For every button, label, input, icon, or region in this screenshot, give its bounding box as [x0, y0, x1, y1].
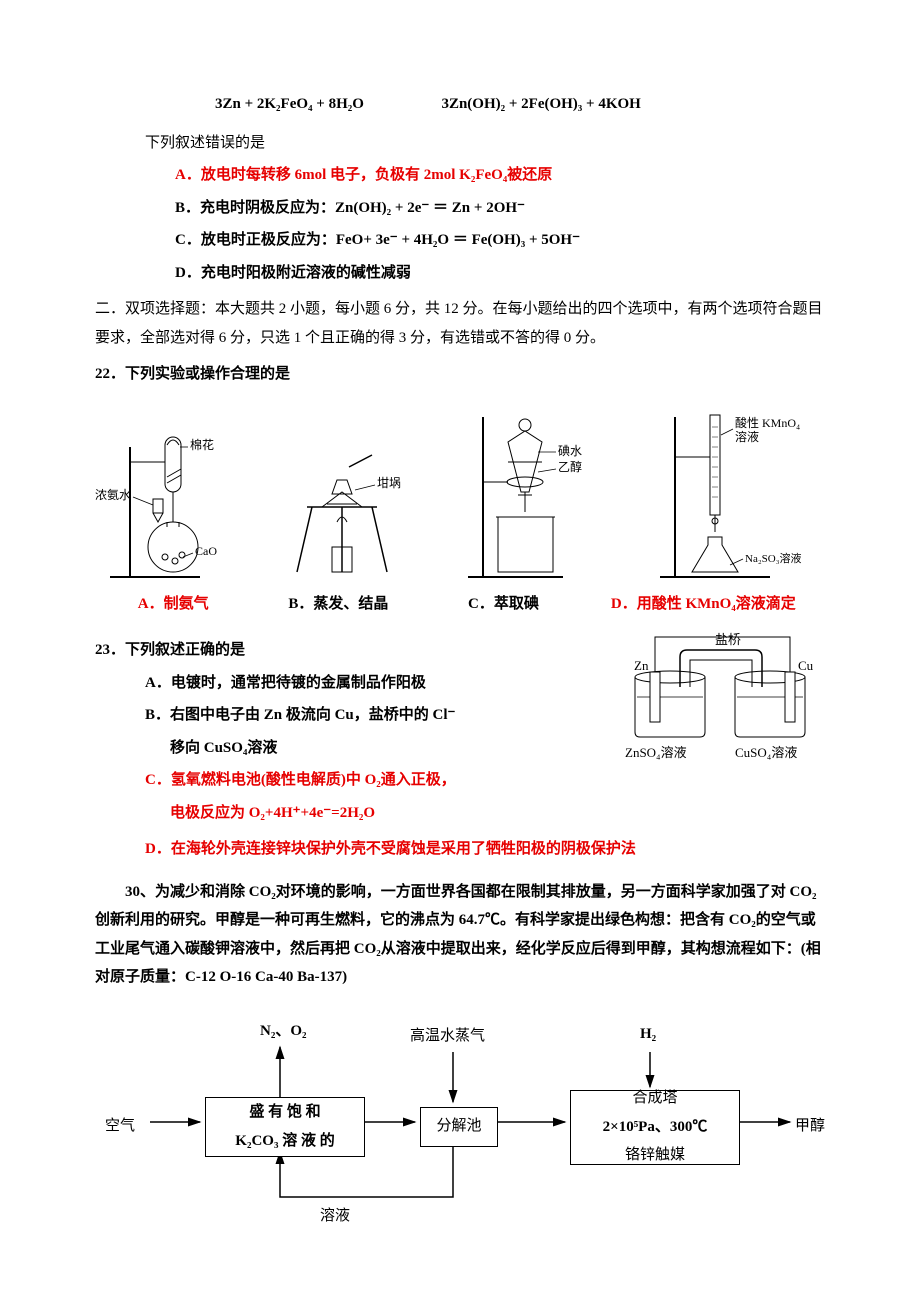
- titration-apparatus-icon: 酸性 KMnO₄ 溶液 Na₂SO₃溶液: [650, 407, 825, 582]
- flow-n2o2: N₂、O₂: [260, 1017, 307, 1046]
- label-crucible: 坩埚: [377, 476, 401, 490]
- extraction-apparatus-icon: 碘水 乙醇: [453, 407, 613, 582]
- flow-box3: 合成塔 2×10⁵Pa、300℃ 铬锌触媒: [570, 1090, 740, 1165]
- flow-steam: 高温水蒸气: [410, 1022, 485, 1051]
- q22-captions: A．制氨气 B．蒸发、结晶 C．萃取碘 D．用酸性 KMnO₄溶液滴定: [95, 590, 825, 619]
- label-ethanol: 乙醇: [558, 459, 582, 474]
- q23-b-l2: 移向 CuSO₄溶液: [95, 734, 610, 763]
- flow-box1: 盛 有 饱 和 K₂CO₃ 溶 液 的: [205, 1097, 365, 1157]
- flow-box3-l3: 铬锌触媒: [575, 1141, 735, 1170]
- flow-box3-l2: 2×10⁵Pa、300℃: [575, 1113, 735, 1142]
- flow-box3-l1: 合成塔: [575, 1084, 735, 1113]
- opt-b: B．充电时阴极反应为：Zn(OH)₂ + 2e⁻ ＝ Zn + 2OH⁻: [95, 194, 825, 223]
- label-iodine: 碘水: [558, 444, 582, 458]
- q23-block: 23．下列叙述正确的是 A．电镀时，通常把待镀的金属制品作阳极 B．右图中电子由…: [95, 632, 825, 831]
- q23-a: A．电镀时，通常把待镀的金属制品作阳极: [95, 669, 610, 698]
- label-cotton: 棉花: [190, 437, 214, 452]
- cap-c: C．萃取碘: [425, 590, 581, 619]
- opt-c: C．放电时正极反应为：FeO+ 3e⁻ + 4H₂O ＝ Fe(OH)₃ + 5…: [95, 226, 825, 255]
- galvanic-cell-icon: 盐桥 Zn Cu ZnSO₄溶液 CuSO₄溶液: [620, 632, 825, 777]
- opt-a: A．放电时每转移 6mol 电子，负极有 2mol K₂FeO₄被还原: [95, 161, 825, 190]
- label-na2so3: Na₂SO₃溶液: [745, 551, 802, 565]
- label-salt-bridge: 盐桥: [715, 632, 741, 647]
- label-cao: CaO: [195, 544, 217, 558]
- eq-rhs: 3Zn(OH)₂ + 2Fe(OH)₃ + 4KOH: [441, 96, 640, 112]
- flow-solution: 溶液: [320, 1202, 350, 1231]
- evaporation-apparatus-icon: 坩埚: [277, 452, 417, 582]
- main-equation: 3Zn + 2K₂FeO₄ + 8H₂O 3Zn(OH)₂ + 2Fe(OH)₃…: [95, 90, 825, 119]
- fig-d: 酸性 KMnO₄ 溶液 Na₂SO₃溶液: [650, 407, 825, 582]
- q30-flowchart: N₂、O₂ 高温水蒸气 H₂ 空气 甲醇 溶液 盛 有 饱 和 K₂CO₃ 溶 …: [95, 1002, 825, 1232]
- q23-prompt: 23．下列叙述正确的是: [95, 636, 610, 665]
- q22-figures: 浓氨水 棉花 CaO 坩埚: [95, 407, 825, 582]
- ammonia-apparatus-icon: 浓氨水 棉花 CaO: [95, 427, 240, 582]
- cap-b: B．蒸发、结晶: [251, 590, 425, 619]
- label-znso4: ZnSO₄溶液: [625, 745, 687, 760]
- flow-box2: 分解池: [420, 1107, 498, 1147]
- prompt-wrong: 下列叙述错误的是: [95, 129, 825, 158]
- q23-c-l2: 电极反应为 O₂+4H⁺+4e⁻=2H₂O: [95, 799, 610, 828]
- flow-box1-l1: 盛 有 饱 和: [210, 1098, 360, 1127]
- q23-b-l1: B．右图中电子由 Zn 极流向 Cu，盐桥中的 Cl⁻: [95, 701, 610, 730]
- label-cu: Cu: [798, 658, 814, 673]
- fig-a: 浓氨水 棉花 CaO: [95, 427, 240, 582]
- flow-methanol: 甲醇: [795, 1112, 825, 1141]
- fig-b: 坩埚: [277, 452, 417, 582]
- label-zn: Zn: [634, 658, 649, 673]
- q22-prompt: 22．下列实验或操作合理的是: [95, 360, 825, 389]
- eq-lhs: 3Zn + 2K₂FeO₄ + 8H₂O: [215, 96, 364, 112]
- label-kmno4-1: 酸性 KMnO₄: [735, 415, 800, 430]
- cap-d: D．用酸性 KMnO₄溶液滴定: [582, 590, 825, 619]
- q30-para: 30、为减少和消除 CO₂对环境的影响，一方面世界各国都在限制其排放量，另一方面…: [95, 878, 825, 992]
- q23-c-l1: C．氢氧燃料电池(酸性电解质)中 O₂通入正极，: [95, 766, 610, 795]
- flow-air: 空气: [105, 1112, 135, 1141]
- q23-d: D．在海轮外壳连接锌块保护外壳不受腐蚀是采用了牺牲阳极的阴极保护法: [95, 835, 825, 864]
- label-kmno4-2: 溶液: [735, 429, 759, 444]
- cap-a: A．制氨气: [95, 590, 251, 619]
- fig-c: 碘水 乙醇: [453, 407, 613, 582]
- flow-h2: H₂: [640, 1020, 656, 1049]
- flow-box1-l2: K₂CO₃ 溶 液 的: [210, 1127, 360, 1156]
- label-cuso4: CuSO₄溶液: [735, 745, 797, 760]
- section2-header: 二．双项选择题：本大题共 2 小题，每小题 6 分，共 12 分。在每小题给出的…: [95, 295, 825, 352]
- label-ammonia: 浓氨水: [95, 488, 131, 502]
- opt-d: D．充电时阳极附近溶液的碱性减弱: [95, 259, 825, 288]
